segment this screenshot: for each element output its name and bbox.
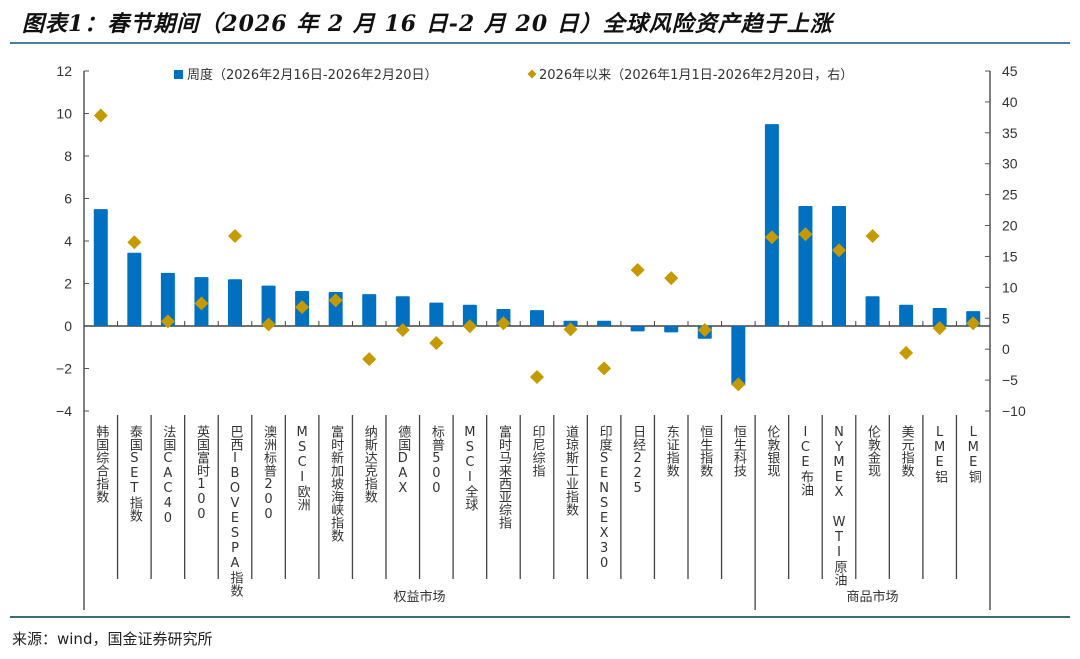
category-label: 澳洲标普200 bbox=[261, 424, 277, 522]
category-label: 东证指数 bbox=[664, 425, 680, 477]
category-label: 巴西IBOVESPA指数 bbox=[228, 425, 244, 597]
category-label: MSCI欧洲 bbox=[295, 425, 311, 511]
category-label: 德国DAX bbox=[395, 425, 411, 496]
bar bbox=[798, 206, 812, 326]
bar bbox=[899, 305, 913, 326]
diamond-point bbox=[228, 229, 242, 243]
bar bbox=[664, 326, 678, 332]
category-label: 道琼斯工业指数 bbox=[563, 425, 579, 516]
category-label: 英国富时100 bbox=[194, 425, 210, 522]
legend-diamond-label: 2026年以来（2026年1月1日-2026年2月20日，右） bbox=[539, 68, 853, 83]
right-tick-label: 20 bbox=[1002, 218, 1018, 234]
bar bbox=[429, 303, 443, 326]
bar bbox=[362, 294, 376, 326]
legend: 周度（2026年2月16日-2026年2月20日） 2026年以来（2026年1… bbox=[174, 67, 853, 83]
category-label: 泰国SET指数 bbox=[127, 425, 143, 522]
group-labels: 权益市场 商品市场 bbox=[394, 589, 899, 605]
title-divider bbox=[10, 42, 1070, 44]
right-tick-label: 5 bbox=[1002, 310, 1010, 326]
bar bbox=[832, 206, 846, 326]
right-tick-label: −10 bbox=[1002, 403, 1026, 419]
bar bbox=[597, 321, 611, 326]
category-label: 法国CAC40 bbox=[160, 425, 176, 526]
category-label: 伦敦银现 bbox=[764, 425, 780, 478]
category-label: 伦敦金现 bbox=[865, 425, 881, 478]
right-tick-label: 25 bbox=[1002, 187, 1018, 203]
right-tick-label: 30 bbox=[1002, 156, 1018, 172]
bar bbox=[396, 296, 410, 326]
left-tick-label: 8 bbox=[64, 148, 72, 164]
left-tick-label: 2 bbox=[64, 276, 72, 292]
category-label: LME铜 bbox=[966, 425, 982, 483]
left-tick-label: 4 bbox=[64, 233, 72, 249]
right-tick-label: 45 bbox=[1002, 63, 1018, 79]
category-label: 韩国综合指数 bbox=[93, 425, 109, 503]
source-note: 来源：wind，国金证券研究所 bbox=[12, 628, 212, 649]
diamond-point bbox=[899, 346, 913, 360]
diamond-series bbox=[94, 109, 980, 392]
legend-diamond-swatch bbox=[528, 70, 537, 79]
diamond-point bbox=[429, 336, 443, 350]
category-label: ICE布油 bbox=[798, 425, 814, 496]
bar bbox=[731, 326, 745, 386]
legend-bar-swatch bbox=[174, 70, 183, 79]
bar-series bbox=[94, 124, 980, 385]
right-tick-label: 0 bbox=[1002, 341, 1010, 357]
category-label: 印度SENSEX30 bbox=[597, 425, 613, 571]
right-tick-label: 15 bbox=[1002, 248, 1018, 264]
category-label: 日经225 bbox=[630, 425, 646, 496]
left-tick-label: −2 bbox=[56, 361, 72, 377]
left-tick-label: −4 bbox=[56, 403, 72, 419]
category-label: 印尼综指 bbox=[530, 425, 546, 477]
left-tick-label: 12 bbox=[56, 63, 72, 79]
category-label: MSCI全球 bbox=[462, 425, 478, 511]
diamond-point bbox=[597, 361, 611, 375]
category-label: 纳斯达克指数 bbox=[362, 425, 378, 503]
category-label: LME铝 bbox=[932, 425, 948, 483]
diamond-point bbox=[664, 271, 678, 285]
bar bbox=[228, 279, 242, 326]
category-label: 标普500 bbox=[429, 425, 445, 496]
bar bbox=[530, 310, 544, 326]
diamond-point bbox=[530, 370, 544, 384]
bar bbox=[765, 124, 779, 326]
group-label: 商品市场 bbox=[847, 589, 899, 605]
category-label: NYMEX WTI原油 bbox=[832, 425, 848, 586]
right-tick-label: 40 bbox=[1002, 94, 1018, 110]
footer-divider bbox=[10, 616, 1070, 618]
right-tick-label: 10 bbox=[1002, 279, 1018, 295]
category-label: 富时马来西亚综指 bbox=[496, 424, 512, 529]
diamond-point bbox=[362, 352, 376, 366]
category-label: 恒生科技 bbox=[731, 425, 747, 477]
bar bbox=[127, 253, 141, 326]
left-tick-label: 0 bbox=[64, 318, 72, 334]
left-tick-label: 10 bbox=[56, 106, 72, 122]
legend-bar-label: 周度（2026年2月16日-2026年2月20日） bbox=[187, 67, 438, 83]
right-tick-label: −5 bbox=[1002, 372, 1018, 388]
category-label: 美元指数 bbox=[899, 425, 915, 477]
diamond-point bbox=[94, 109, 108, 123]
bar bbox=[631, 326, 645, 331]
category-labels: 韩国综合指数 泰国SET指数 法国CAC40 英国富时100 巴西IBOVESPA指数 澳… bbox=[93, 424, 981, 597]
bar bbox=[94, 209, 108, 326]
category-label: 富时新加坡海峡指数 bbox=[328, 424, 344, 542]
right-tick-label: 35 bbox=[1002, 125, 1018, 141]
chart-title: 图表1：春节期间（2026 年 2 月 16 日-2 月 20 日）全球风险资产… bbox=[22, 6, 833, 38]
left-tick-label: 6 bbox=[64, 191, 72, 207]
diamond-point bbox=[127, 235, 141, 249]
group-label: 权益市场 bbox=[394, 589, 446, 605]
category-label: 恒生指数 bbox=[697, 425, 713, 477]
bar bbox=[866, 296, 880, 326]
diamond-point bbox=[631, 263, 645, 277]
diamond-point bbox=[866, 229, 880, 243]
